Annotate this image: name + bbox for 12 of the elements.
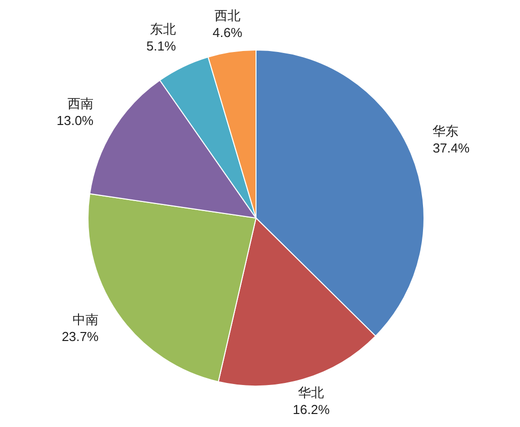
data-label: 13.0% — [56, 113, 94, 128]
slice-label: 华东 — [432, 124, 459, 139]
slice-label: 华北 — [298, 385, 324, 400]
slice-label: 中南 — [72, 312, 99, 327]
data-label: 16.2% — [292, 402, 330, 417]
data-label: 5.1% — [146, 38, 176, 54]
data-label: 23.7% — [62, 328, 100, 344]
data-label: 4.6% — [212, 25, 243, 40]
slice-label: 西南 — [68, 96, 94, 112]
slice-label: 东北 — [150, 22, 176, 37]
slice-label: 西北 — [214, 8, 240, 23]
data-label: 37.4% — [432, 140, 470, 156]
